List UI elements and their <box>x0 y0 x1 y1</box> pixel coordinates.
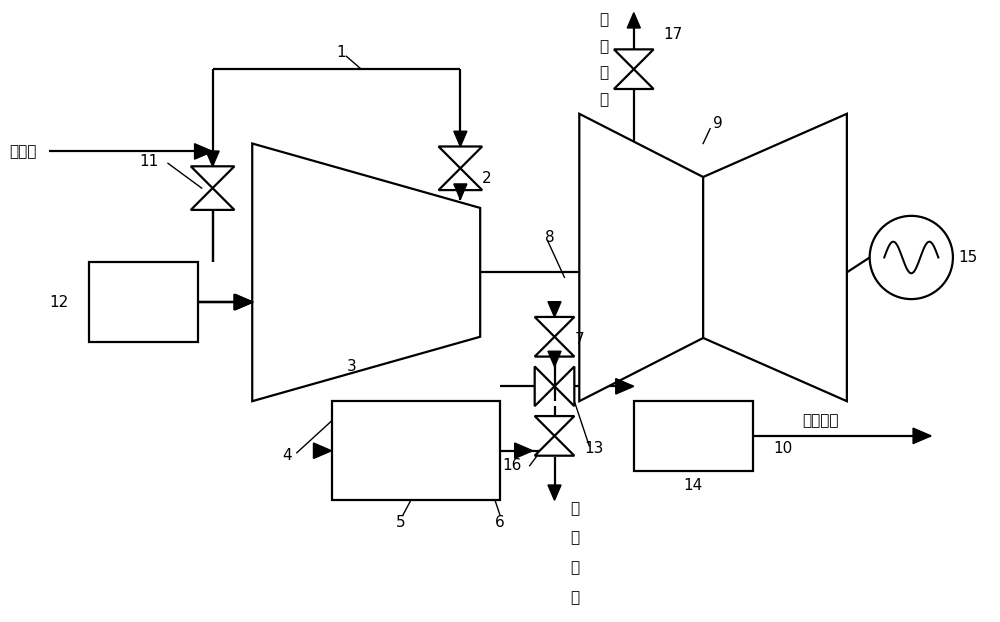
Text: 主蜗汽: 主蜗汽 <box>9 144 37 159</box>
Text: 6: 6 <box>495 514 505 529</box>
Polygon shape <box>535 317 574 337</box>
Polygon shape <box>195 144 213 159</box>
Polygon shape <box>548 485 561 500</box>
Bar <box>634 401 753 471</box>
Polygon shape <box>235 294 253 310</box>
Text: 汽: 汽 <box>570 590 579 605</box>
Text: 10: 10 <box>773 441 792 457</box>
Text: 5: 5 <box>396 514 406 529</box>
Polygon shape <box>616 379 634 394</box>
Polygon shape <box>535 436 574 456</box>
Polygon shape <box>252 144 480 401</box>
Polygon shape <box>535 416 574 436</box>
Text: 15: 15 <box>958 250 977 265</box>
Polygon shape <box>234 294 252 310</box>
Text: 低: 低 <box>599 12 609 27</box>
Polygon shape <box>548 302 561 317</box>
Polygon shape <box>555 366 574 406</box>
Text: 4: 4 <box>282 448 292 463</box>
Text: 13: 13 <box>584 441 604 457</box>
Polygon shape <box>439 147 482 169</box>
Polygon shape <box>191 188 234 210</box>
Polygon shape <box>627 12 640 28</box>
Circle shape <box>870 216 953 299</box>
Text: 抽: 抽 <box>599 66 609 81</box>
Polygon shape <box>234 294 252 310</box>
Polygon shape <box>313 443 332 458</box>
Polygon shape <box>454 184 467 199</box>
Text: 11: 11 <box>139 154 158 169</box>
Text: 汽: 汽 <box>599 93 609 108</box>
Polygon shape <box>454 131 467 147</box>
Text: 14: 14 <box>684 478 703 493</box>
Text: 12: 12 <box>50 295 69 310</box>
Text: 9: 9 <box>713 116 723 131</box>
Text: 2: 2 <box>482 170 492 186</box>
Text: 3: 3 <box>346 359 356 374</box>
Polygon shape <box>206 151 219 166</box>
Polygon shape <box>535 366 555 406</box>
Polygon shape <box>579 114 703 401</box>
Text: 1: 1 <box>337 45 346 60</box>
Polygon shape <box>614 49 654 69</box>
Polygon shape <box>913 428 931 443</box>
Polygon shape <box>515 443 533 458</box>
Text: 压: 压 <box>599 39 609 54</box>
Polygon shape <box>548 351 561 366</box>
Text: 8: 8 <box>545 230 555 245</box>
Polygon shape <box>535 337 574 356</box>
Polygon shape <box>614 69 654 89</box>
Polygon shape <box>191 166 234 188</box>
Text: 压: 压 <box>570 531 579 545</box>
Text: 17: 17 <box>664 27 683 42</box>
Text: 高: 高 <box>570 501 579 516</box>
Bar <box>332 401 500 500</box>
Text: 抽: 抽 <box>570 560 579 575</box>
Text: 16: 16 <box>502 458 522 473</box>
Bar <box>89 262 198 341</box>
Text: 7: 7 <box>574 332 584 347</box>
Polygon shape <box>703 114 847 401</box>
Text: 背压排汽: 背压排汽 <box>802 414 839 429</box>
Polygon shape <box>439 169 482 190</box>
